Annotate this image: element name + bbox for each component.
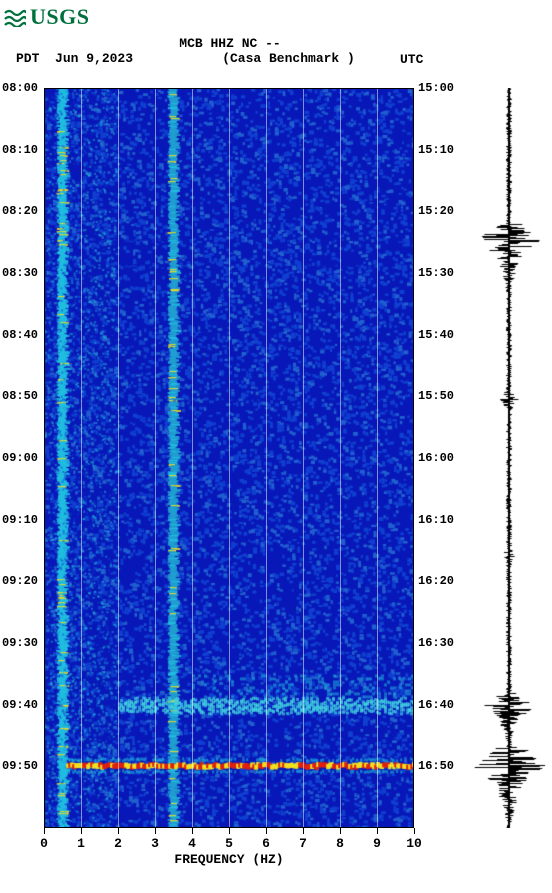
- timezone-right: UTC: [400, 52, 423, 67]
- y-right-tick: 15:30: [418, 266, 454, 280]
- y-right-tick: 15:10: [418, 143, 454, 157]
- x-axis: 012345678910 FREQUENCY (HZ): [44, 828, 414, 868]
- y-left-tick: 09:00: [2, 451, 38, 465]
- y-right-tick: 15:20: [418, 204, 454, 218]
- usgs-logo: USGS: [4, 4, 89, 30]
- y-left-tick: 09:10: [2, 513, 38, 527]
- y-left-tick: 09:50: [2, 759, 38, 773]
- y-right-tick: 16:20: [418, 574, 454, 588]
- y-left-tick: 09:30: [2, 636, 38, 650]
- y-left-tick: 08:40: [2, 328, 38, 342]
- y-left-tick: 08:10: [2, 143, 38, 157]
- x-axis-label: FREQUENCY (HZ): [44, 852, 414, 867]
- y-left-tick: 09:40: [2, 698, 38, 712]
- y-right-tick: 15:00: [418, 81, 454, 95]
- x-tick: 6: [262, 836, 270, 851]
- y-right-tick: 16:30: [418, 636, 454, 650]
- y-right-tick: 16:10: [418, 513, 454, 527]
- x-tick: 3: [151, 836, 159, 851]
- usgs-wave-icon: [4, 7, 26, 27]
- y-right-tick: 15:40: [418, 328, 454, 342]
- x-tick: 4: [188, 836, 196, 851]
- y-axis-left-ticks: 08:0008:1008:2008:3008:4008:5009:0009:10…: [0, 88, 44, 828]
- y-left-tick: 08:20: [2, 204, 38, 218]
- x-tick: 8: [336, 836, 344, 851]
- plot-subtitle-row: PDT Jun 9,2023 (Casa Benchmark ): [0, 51, 460, 66]
- y-right-tick: 15:50: [418, 389, 454, 403]
- y-axis-right-ticks: 15:0015:1015:2015:3015:4015:5016:0016:10…: [418, 88, 468, 828]
- y-right-tick: 16:50: [418, 759, 454, 773]
- x-tick: 0: [40, 836, 48, 851]
- y-left-tick: 09:20: [2, 574, 38, 588]
- plot-date: Jun 9,2023: [55, 51, 133, 66]
- plot-title: MCB HHZ NC --: [0, 36, 460, 51]
- y-left-tick: 08:50: [2, 389, 38, 403]
- y-right-tick: 16:40: [418, 698, 454, 712]
- plot-header: MCB HHZ NC -- PDT Jun 9,2023 (Casa Bench…: [0, 36, 552, 66]
- x-tick: 5: [225, 836, 233, 851]
- usgs-logo-text: USGS: [30, 4, 89, 30]
- y-left-tick: 08:30: [2, 266, 38, 280]
- x-tick: 2: [114, 836, 122, 851]
- spectrogram-plot: [44, 88, 414, 828]
- y-left-tick: 08:00: [2, 81, 38, 95]
- x-tick: 10: [406, 836, 422, 851]
- x-tick: 1: [77, 836, 85, 851]
- seismogram-trace: [470, 88, 548, 828]
- timezone-left-and-date: PDT Jun 9,2023: [16, 51, 133, 66]
- station-description: (Casa Benchmark ): [222, 51, 355, 66]
- seismogram-canvas: [470, 88, 548, 828]
- timezone-left: PDT: [16, 51, 39, 66]
- y-right-tick: 16:00: [418, 451, 454, 465]
- x-tick: 9: [373, 836, 381, 851]
- x-tick: 7: [299, 836, 307, 851]
